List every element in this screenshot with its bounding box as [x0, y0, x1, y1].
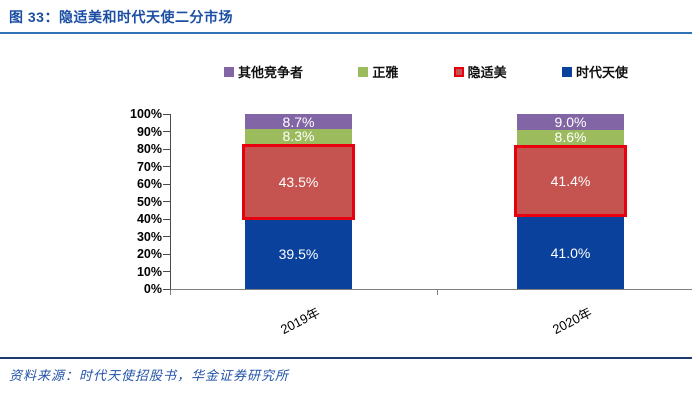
y-axis-tick-mark — [163, 271, 170, 272]
bar-2019: 8.7% 8.3% 43.5% 39.5% — [242, 113, 355, 289]
y-axis-tick-mark — [163, 253, 170, 255]
y-axis-tick-label: 80% — [136, 142, 162, 156]
source-note: 资料来源：时代天使招股书，华金证券研究所 — [9, 368, 290, 383]
legend-swatch-angelalign — [561, 66, 572, 77]
y-axis-tick-mark — [163, 288, 170, 290]
y-axis-tick-label: 10% — [136, 264, 162, 279]
y-axis-tick-mark — [163, 218, 170, 220]
y-axis-tick-mark — [163, 131, 170, 132]
y-axis-tick-label: 40% — [136, 212, 162, 226]
data-label-others: 8.7% — [282, 113, 315, 130]
figure-title: 图 33：隐适美和时代天使二分市场 — [9, 9, 233, 25]
y-axis-tick-mark — [163, 201, 170, 202]
y-axis-tick-label: 0% — [143, 282, 162, 296]
legend-item-invisalign: 隐适美 — [453, 62, 507, 81]
legend-swatch-others — [224, 66, 234, 77]
legend-swatch-invisalign — [453, 66, 464, 77]
y-axis-tick-label: 60% — [136, 177, 162, 191]
data-label-smartee: 8.3% — [282, 128, 315, 145]
y-axis-tick-mark — [163, 183, 170, 185]
footer-divider — [0, 357, 692, 359]
y-axis-tick-label: 20% — [136, 247, 162, 261]
x-axis-category-label: 2020年 — [549, 304, 594, 338]
segment-others: 9.0% — [517, 114, 624, 130]
legend-item-others: 其他竞争者 — [224, 62, 303, 81]
segment-others: 8.7% — [245, 113, 352, 130]
legend-swatch-smartee — [358, 66, 369, 77]
legend-label-others: 其他竞争者 — [238, 65, 304, 80]
chart-legend: 其他竞争者 正雅 隐适美 时代天使 — [224, 62, 628, 81]
y-axis-tick-label: 100% — [130, 107, 162, 121]
segment-angelalign: 41.0% — [517, 217, 624, 289]
data-label-angelalign: 39.5% — [278, 246, 319, 263]
segment-smartee: 8.6% — [517, 129, 624, 146]
y-axis-tick-label: 30% — [136, 229, 162, 244]
y-axis-tick-mark — [163, 113, 170, 115]
x-axis-tick-mark — [170, 290, 171, 295]
y-axis-tick-label: 90% — [136, 124, 162, 139]
segment-invisalign: 41.4% — [514, 144, 627, 218]
data-label-invisalign: 43.5% — [278, 173, 319, 190]
data-label-others: 9.0% — [554, 113, 587, 130]
y-axis-tick-mark — [163, 148, 170, 150]
title-divider — [0, 32, 692, 34]
data-label-invisalign: 41.4% — [550, 173, 591, 190]
legend-label-invisalign: 隐适美 — [467, 65, 507, 80]
plot-area: 8.7% 8.3% 43.5% 39.5% 9.0% 8.6% 41.4% 41.0% — [170, 114, 692, 290]
x-axis-category-label: 2019年 — [277, 304, 322, 338]
y-axis-tick-mark — [163, 166, 170, 167]
legend-label-angelalign: 时代天使 — [575, 65, 628, 80]
x-axis-tick-mark — [437, 290, 438, 295]
legend-item-angelalign: 时代天使 — [561, 62, 628, 81]
segment-angelalign: 39.5% — [245, 219, 352, 289]
segment-invisalign: 43.5% — [242, 143, 355, 220]
data-label-angelalign: 41.0% — [550, 245, 591, 262]
legend-label-smartee: 正雅 — [372, 65, 399, 80]
bar-2020: 9.0% 8.6% 41.4% 41.0% — [514, 114, 627, 289]
y-axis-tick-label: 50% — [136, 194, 162, 209]
legend-item-smartee: 正雅 — [358, 62, 398, 81]
data-label-smartee: 8.6% — [554, 129, 587, 146]
y-axis-tick-mark — [163, 236, 170, 237]
y-axis-tick-label: 70% — [136, 159, 162, 174]
segment-smartee: 8.3% — [245, 129, 352, 144]
